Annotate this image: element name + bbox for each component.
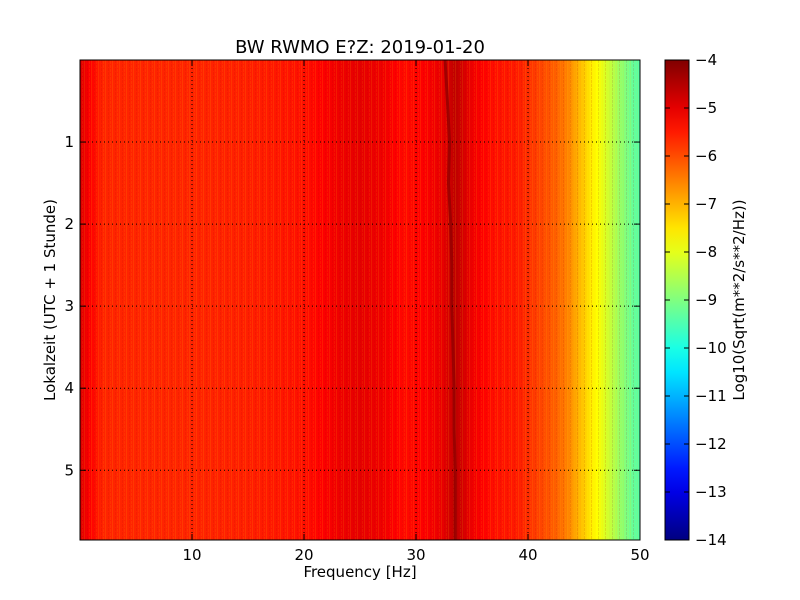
x-tick-label: 10 — [182, 546, 201, 564]
y-tick-label: 3 — [64, 297, 74, 315]
y-tick-label: 5 — [64, 461, 74, 479]
colorbar-tick-label: −9 — [695, 291, 717, 309]
colorbar-tick-label: −6 — [695, 147, 717, 165]
x-tick-label: 40 — [518, 546, 537, 564]
y-axis: 1 2 3 4 5 — [64, 133, 640, 479]
colorbar-tick-label: −7 — [695, 195, 717, 213]
x-tick-label: 50 — [630, 546, 649, 564]
colorbar-tick-label: −11 — [695, 387, 727, 405]
x-tick-label: 20 — [294, 546, 313, 564]
colorbar-tick-label: −5 — [695, 99, 717, 117]
colorbar-tick-label: −4 — [695, 51, 717, 69]
x-axis: 10 20 30 40 50 — [182, 60, 650, 564]
plot-area — [80, 60, 640, 540]
y-axis-label: Lokalzeit (UTC + 1 Stunde) — [41, 199, 59, 401]
plot-frame — [79, 59, 641, 541]
grid-lines — [80, 60, 640, 540]
colorbar-tick-label: −12 — [695, 435, 727, 453]
colorbar-ticks: −4 −5 −6 −7 −8 −9 −10 −11 −12 −13 −14 — [665, 51, 727, 549]
y-tick-label: 1 — [64, 133, 74, 151]
x-axis-label: Frequency [Hz] — [303, 563, 416, 581]
noise-texture — [80, 60, 640, 540]
y-tick-label: 2 — [64, 215, 74, 233]
x-tick-label: 30 — [406, 546, 425, 564]
tremor-line-layer — [443, 60, 457, 540]
y-tick-label: 4 — [64, 379, 74, 397]
colorbar-label: Log10(Sqrt(m**2/s**2/Hz)) — [730, 199, 748, 400]
colorbar-tick-label: −13 — [695, 483, 727, 501]
colorbar: −4 −5 −6 −7 −8 −9 −10 −11 −12 −13 −14 Log10(Sqrt(m… — [664, 51, 748, 549]
tremor-line — [443, 60, 457, 540]
colorbar-tick-label: −8 — [695, 243, 717, 261]
colorbar-tick-label: −10 — [695, 339, 727, 357]
colorbar-tick-label: −14 — [695, 531, 727, 549]
chart-title: BW RWMO E?Z: 2019-01-20 — [235, 37, 485, 58]
